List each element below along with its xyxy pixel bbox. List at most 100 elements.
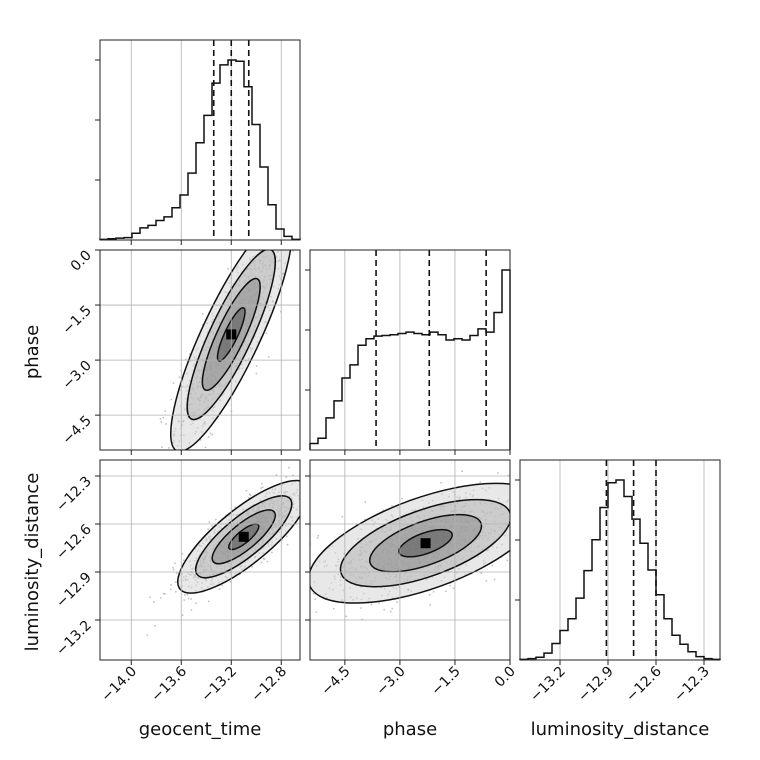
sample-point xyxy=(341,515,344,518)
ytick-label-luminosity_distance: −12.6 xyxy=(53,521,95,563)
ytick-label-luminosity_distance: −12.9 xyxy=(53,570,95,612)
xtick-label-geocent_time: −12.8 xyxy=(248,664,290,706)
sample-point xyxy=(285,476,288,479)
xtick-label-luminosity_distance: −12.3 xyxy=(671,664,713,706)
sample-point xyxy=(168,446,170,449)
sample-point xyxy=(211,525,213,527)
sample-point xyxy=(315,611,318,614)
histogram-geocent_time xyxy=(99,59,301,241)
sample-point xyxy=(429,603,432,606)
sample-point xyxy=(383,608,386,611)
sample-point xyxy=(260,561,263,564)
panel-geocent_time-phase xyxy=(99,249,301,451)
sample-point xyxy=(218,588,221,590)
ytick-label-phase: −4.5 xyxy=(59,413,94,448)
xlabel-luminosity-distance: luminosity_distance xyxy=(531,719,710,740)
sample-point xyxy=(159,597,162,599)
sample-point xyxy=(245,489,248,492)
sample-point xyxy=(186,593,189,596)
contour-line xyxy=(216,307,246,362)
sample-point xyxy=(248,493,251,496)
sample-point xyxy=(161,446,163,449)
sample-point xyxy=(182,559,185,562)
sample-point xyxy=(194,602,197,605)
ylabel-phase: phase xyxy=(22,325,43,379)
xtick-label-geocent_time: −14.0 xyxy=(98,664,140,706)
sample-point xyxy=(162,592,165,595)
ytick-label-luminosity_distance: −13.2 xyxy=(53,618,95,660)
sample-point xyxy=(221,584,224,587)
sample-point xyxy=(207,435,210,438)
sample-point xyxy=(312,592,315,595)
xtick-label-phase: −3.0 xyxy=(373,664,408,699)
sample-point xyxy=(317,534,320,537)
sample-point xyxy=(187,597,190,600)
sample-point xyxy=(267,355,270,358)
contour-line xyxy=(176,479,300,594)
histogram-phase xyxy=(309,269,511,450)
sample-point xyxy=(440,481,443,484)
ytick-label-phase: −3.0 xyxy=(59,358,94,393)
sample-point xyxy=(287,466,290,469)
sample-point xyxy=(204,446,207,449)
xtick-label-phase: −1.5 xyxy=(428,664,463,699)
sample-point xyxy=(401,497,404,500)
contour-line xyxy=(310,482,510,604)
sample-point xyxy=(378,602,381,604)
sample-point xyxy=(162,416,165,419)
sample-point xyxy=(370,603,373,606)
sample-point xyxy=(270,551,273,554)
sample-point xyxy=(491,564,494,567)
sample-point xyxy=(183,599,186,601)
sample-point xyxy=(165,423,167,425)
sample-point xyxy=(493,578,496,581)
xtick-label-luminosity_distance: −12.6 xyxy=(623,663,665,705)
panel-body-geocent_time-luminosity_distance xyxy=(146,466,300,636)
sample-point xyxy=(201,312,204,315)
sample-point xyxy=(260,482,263,485)
histogram-luminosity_distance xyxy=(519,479,721,661)
sample-point xyxy=(506,559,509,562)
sample-point xyxy=(207,528,210,531)
sample-point xyxy=(286,543,289,546)
sample-point xyxy=(263,558,266,560)
sample-point xyxy=(265,332,268,335)
sample-point xyxy=(497,472,499,474)
panel-hist-luminosity_distance xyxy=(519,459,721,661)
panel-phase-luminosity_distance xyxy=(309,459,511,661)
contour-line xyxy=(398,528,453,558)
sample-point xyxy=(485,580,488,582)
sample-point xyxy=(391,505,393,507)
sample-point xyxy=(208,521,211,524)
sample-point xyxy=(479,481,482,483)
sample-point xyxy=(169,588,172,591)
sample-point xyxy=(452,587,455,590)
sample-point xyxy=(170,584,172,586)
sample-point xyxy=(183,594,186,596)
sample-point xyxy=(175,572,178,575)
sample-point xyxy=(207,600,210,603)
sample-point xyxy=(428,593,431,596)
sample-point xyxy=(234,506,237,509)
sample-point xyxy=(211,433,214,436)
panel-geocent_time-luminosity_distance xyxy=(99,459,301,661)
sample-point xyxy=(360,607,362,609)
sample-point xyxy=(461,470,464,473)
ytick-label-phase: 0.0 xyxy=(68,248,95,275)
sample-point xyxy=(172,568,175,571)
sample-point xyxy=(174,590,177,593)
sample-point xyxy=(190,609,193,611)
sample-point xyxy=(172,382,175,384)
sample-point xyxy=(152,601,155,603)
density-peak xyxy=(420,538,431,549)
sample-point xyxy=(275,473,278,476)
sample-point xyxy=(266,560,269,563)
sample-point xyxy=(285,535,288,538)
sample-point xyxy=(159,417,162,420)
xtick-label-geocent_time: −13.2 xyxy=(198,664,240,706)
sample-point xyxy=(164,410,167,413)
sample-point xyxy=(146,634,149,636)
sample-point xyxy=(170,398,173,401)
sample-point xyxy=(314,598,317,601)
sample-point xyxy=(449,584,451,587)
